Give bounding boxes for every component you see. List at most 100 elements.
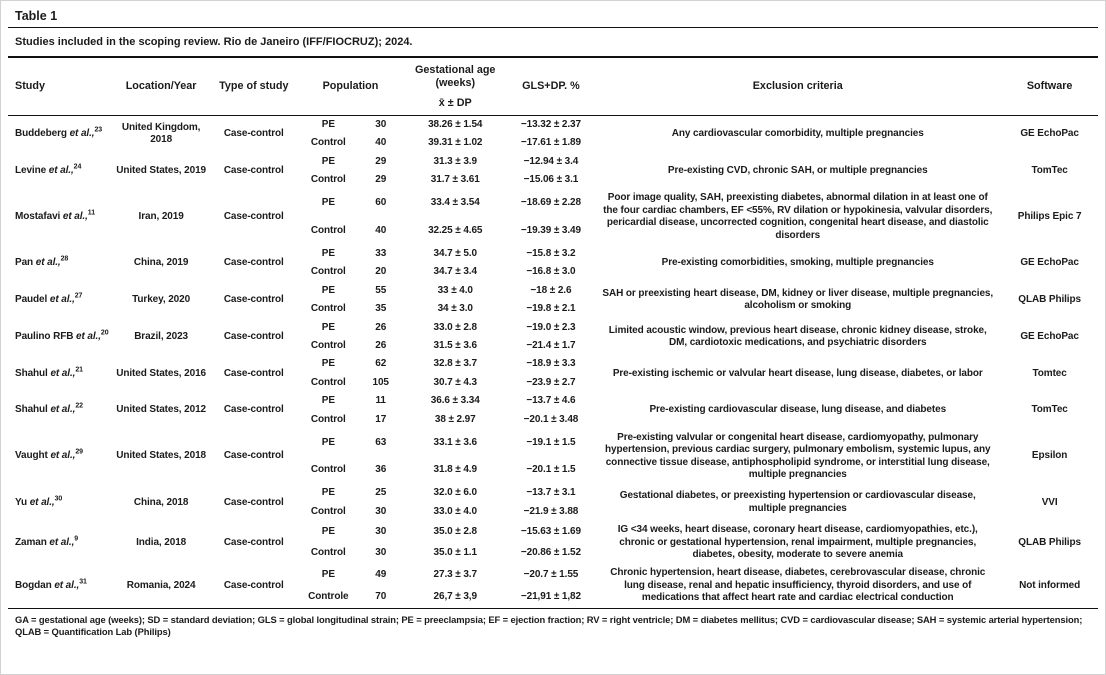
gls-value-cell: −15.63 ± 1.69 (520, 525, 581, 537)
gls-value-cell: −20.1 ± 1.5 (526, 464, 576, 476)
col-header-location-year: Location/Year (112, 57, 210, 116)
gestational-age-cell: 32.0 ± 6.0 (433, 487, 478, 499)
population-group-cell: Control (310, 174, 346, 186)
population-group-cell: Controle (308, 590, 349, 602)
gestational-age-cell: 31.7 ± 3.61 (430, 174, 480, 186)
study-row: Pan et al.,28 China, 2019 Case-control PE 33… (8, 245, 1098, 268)
population-count-cell: 40 (375, 137, 387, 149)
type-of-study-cell: Case-control (223, 330, 284, 342)
gls-value-cell: −18.69 ± 2.28 (520, 197, 581, 209)
study-etal: et al., (35, 257, 61, 269)
study-name-cell: Bogdan et al.,31 (8, 564, 113, 608)
exclusion-criteria-cell: Pre-existing valvular or congenital hear… (605, 431, 991, 481)
study-row: Levine et al.,24 United States, 2019 Case-… (8, 153, 1098, 176)
col-header-gls: GLS+DP. % (507, 57, 595, 116)
study-row: Control 36 31.8 ± 4.9 −20.1 ± 1.5 (8, 457, 1098, 485)
gls-value-cell: −21.4 ± 1.7 (526, 339, 576, 351)
gls-value-cell: −18 ± 2.6 (530, 284, 572, 296)
location-year-cell: Turkey, 2020 (132, 293, 191, 305)
gestational-age-cell: 34 ± 3.0 (437, 303, 473, 315)
gestational-age-cell: 32.25 ± 4.65 (428, 224, 483, 236)
type-of-study-cell: Case-control (223, 536, 284, 548)
population-count-cell: 35 (375, 303, 387, 315)
population-count-cell: 30 (375, 505, 387, 517)
study-name-cell: Paulino RFB et al.,20 (8, 319, 113, 356)
location-year-cell: Iran, 2019 (138, 211, 184, 222)
gls-value-cell: −18.9 ± 3.3 (526, 358, 576, 370)
col-header-population: Population (298, 57, 403, 116)
study-name-cell: Shahul et al.,21 (8, 355, 113, 392)
study-row: Control 105 30.7 ± 4.3 −23.9 ± 2.7 (8, 374, 1098, 392)
study-author: Paulino RFB (15, 330, 74, 342)
software-cell: GE EchoPac (1020, 330, 1079, 342)
study-reference-number: 30 (54, 495, 63, 503)
study-author: Paudel (15, 293, 48, 305)
population-group-cell: Control (310, 464, 346, 476)
gls-value-cell: −23.9 ± 2.7 (526, 376, 576, 388)
location-year-cell: Romania, 2024 (126, 579, 196, 591)
location-year-cell: United States, 2016 (116, 367, 207, 379)
study-row: Control 17 38 ± 2.97 −20.1 ± 3.48 (8, 411, 1098, 429)
software-cell: Not informed (1019, 579, 1081, 591)
study-author: Mostafavi (15, 211, 61, 222)
software-cell: GE EchoPac (1020, 257, 1079, 269)
population-count-cell: 29 (375, 155, 387, 167)
software-cell: QLAB Philips (1018, 536, 1081, 548)
gestational-age-cell: 35.0 ± 2.8 (433, 525, 478, 537)
gestational-age-cell: 30.7 ± 4.3 (433, 376, 478, 388)
study-reference-number: 21 (75, 366, 83, 374)
gestational-age-cell: 33.4 ± 3.54 (430, 197, 480, 209)
population-count-cell: 55 (375, 284, 387, 296)
study-reference-number: 31 (79, 578, 87, 586)
population-count-cell: 49 (375, 568, 387, 580)
study-etal: et al., (76, 330, 101, 342)
location-year-cell: China, 2019 (133, 257, 189, 269)
gls-value-cell: −13.32 ± 2.37 (520, 118, 581, 130)
software-cell: TomTec (1031, 404, 1068, 416)
study-row: Paulino RFB et al.,20 Brazil, 2023 Case-co… (8, 319, 1098, 348)
gls-value-cell: −12.94 ± 3.4 (523, 155, 579, 167)
software-cell: QLAB Philips (1018, 293, 1081, 305)
gls-value-cell: −20.86 ± 1.52 (520, 547, 581, 559)
gestational-age-cell: 33.0 ± 4.0 (433, 505, 478, 517)
gestational-age-cell: 31.5 ± 3.6 (433, 339, 478, 351)
gestational-age-cell: 36.6 ± 3.34 (430, 395, 480, 407)
type-of-study-cell: Case-control (223, 579, 284, 591)
study-author: Vaught (15, 450, 48, 462)
study-etal: et al., (48, 164, 74, 176)
gestational-age-cell: 32.8 ± 3.7 (433, 358, 478, 370)
type-of-study-cell: Case-control (223, 367, 284, 379)
population-group-cell: PE (321, 568, 335, 580)
exclusion-criteria-cell: Chronic hypertension, heart disease, dia… (610, 567, 986, 604)
study-row: Control 40 32.25 ± 4.65 −19.39 ± 3.49 (8, 217, 1098, 245)
population-count-cell: 17 (375, 413, 387, 425)
exclusion-criteria-cell: Gestational diabetes, or preexisting hyp… (619, 490, 976, 514)
col-header-study: Study (8, 57, 113, 116)
population-group-cell: PE (321, 155, 335, 167)
population-count-cell: 29 (375, 174, 387, 186)
location-year-cell: United States, 2019 (116, 164, 207, 176)
study-row: Zaman et al.,9 India, 2018 Case-control PE 3… (8, 521, 1098, 560)
study-name-cell: Zaman et al.,9 (8, 521, 113, 564)
study-reference-number: 20 (100, 329, 109, 337)
table-body: Buddeberg et al.,23 United Kingdom, 2018 C… (8, 115, 1098, 608)
gls-value-cell: −19.39 ± 3.49 (520, 224, 581, 236)
study-row: Vaught et al.,29 United States, 2018 Case-… (8, 429, 1098, 480)
study-reference-number: 29 (75, 449, 83, 457)
study-author: Shahul (15, 404, 48, 416)
study-row: Controle 70 26,7 ± 3,9 −21,91 ± 1,82 (8, 586, 1098, 608)
study-etal: et al., (49, 293, 75, 305)
gls-value-cell: −20.7 ± 1.55 (523, 568, 579, 580)
study-row: Bogdan et al.,31 Romania, 2024 Case-contro… (8, 564, 1098, 603)
gestational-age-cell: 26,7 ± 3,9 (433, 590, 478, 602)
table-caption: Studies included in the scoping review. … (15, 36, 413, 48)
footnote: GA = gestational age (weeks); SD = stand… (15, 613, 1083, 638)
population-count-cell: 26 (375, 339, 387, 351)
col-header-type-of-study: Type of study (209, 57, 299, 116)
gestational-age-cell: 27.3 ± 3.7 (433, 568, 478, 580)
population-count-cell: 25 (375, 487, 387, 499)
exclusion-criteria-cell: IG <34 weeks, heart disease, coronary he… (617, 524, 978, 561)
mean-sd-subheader: x̄ ± DP (438, 96, 472, 109)
study-row: Shahul et al.,22 United States, 2012 Case-… (8, 392, 1098, 415)
